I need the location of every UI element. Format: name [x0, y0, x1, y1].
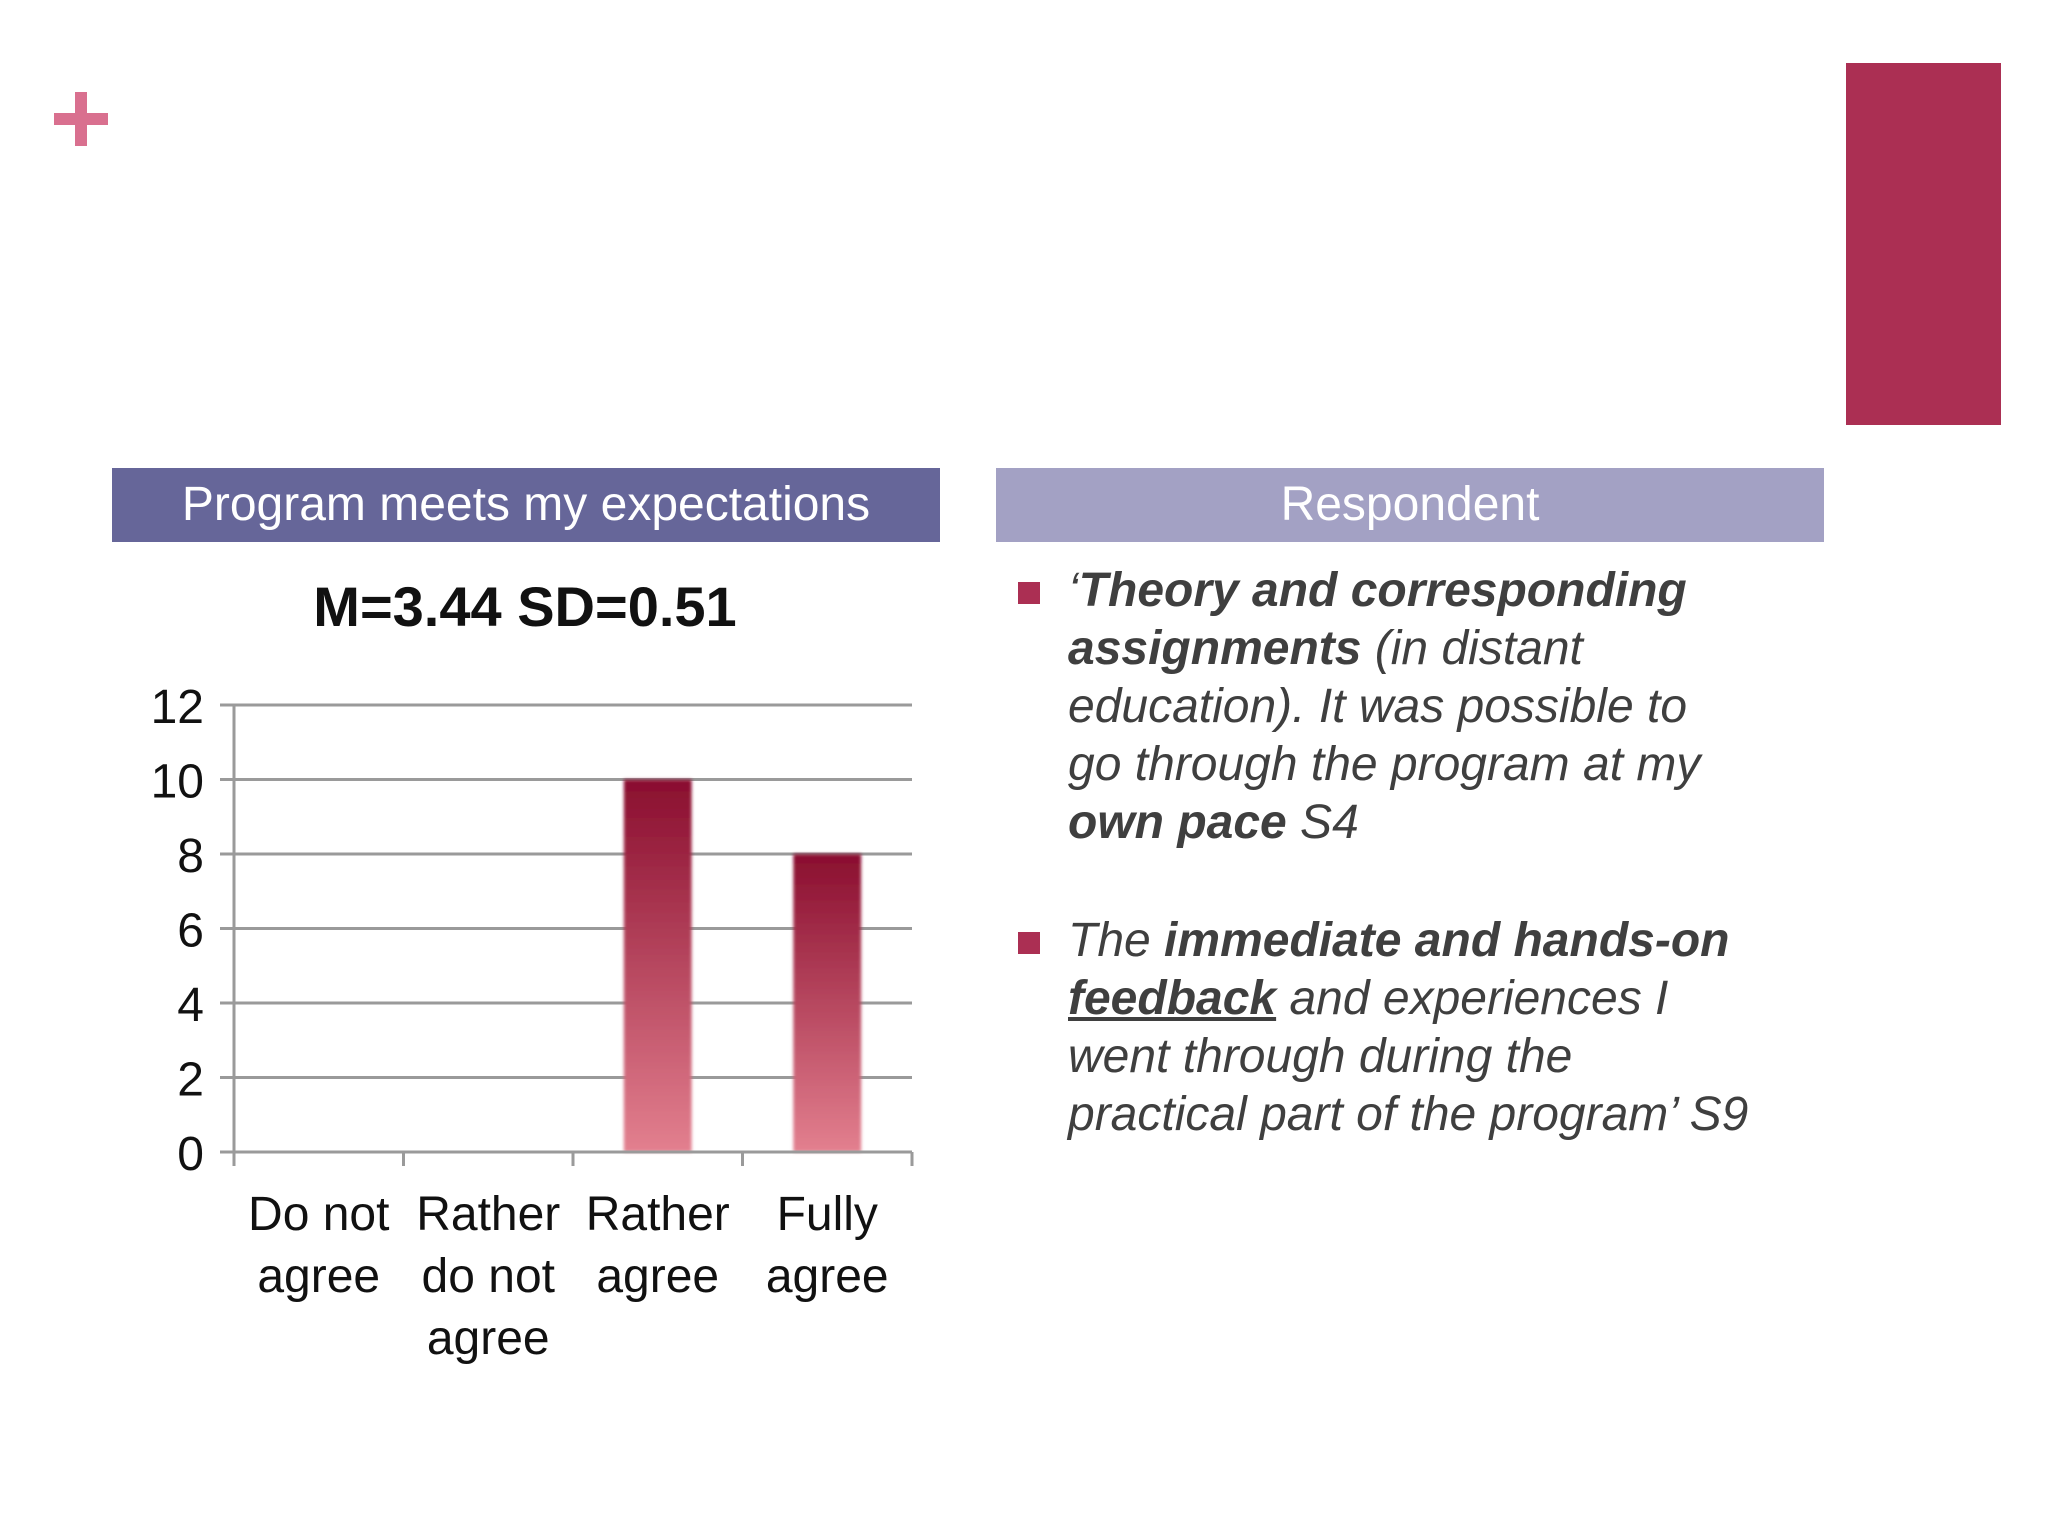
- y-tick-label: 0: [177, 1128, 204, 1181]
- chart-title: M=3.44 SD=0.51: [313, 575, 736, 638]
- accent-bar: [1846, 63, 2001, 425]
- x-category-label: Rather agree: [586, 1188, 730, 1303]
- quote-text-2: The immediate and hands-on feedback and …: [1068, 914, 1749, 1141]
- quote-item-2: The immediate and hands-on feedback and …: [1016, 912, 1836, 1144]
- y-tick-label: 8: [177, 830, 204, 883]
- y-tick-label: 12: [151, 681, 204, 734]
- quote-text-1: ‘Theory and corresponding assignments (i…: [1068, 564, 1701, 849]
- bar: [623, 779, 692, 1152]
- x-category-label: Do not agree: [248, 1188, 389, 1303]
- bar: [793, 854, 862, 1152]
- respondent-header: Respondent: [996, 468, 1824, 542]
- quote-item-1: ‘Theory and corresponding assignments (i…: [1016, 562, 1836, 852]
- square-bullet-icon: [1018, 582, 1040, 604]
- y-tick-label: 6: [177, 905, 204, 958]
- y-tick-label: 2: [177, 1054, 204, 1107]
- x-category-label: Rather do not agree: [416, 1188, 560, 1365]
- plus-icon: [54, 92, 108, 146]
- respondent-quotes: ‘Theory and corresponding assignments (i…: [1016, 562, 1836, 1204]
- y-tick-label: 4: [177, 979, 204, 1032]
- square-bullet-icon: [1018, 932, 1040, 954]
- chart-header: Program meets my expectations: [112, 468, 940, 542]
- y-tick-label: 10: [151, 756, 204, 809]
- x-category-label: Fully agree: [766, 1188, 889, 1303]
